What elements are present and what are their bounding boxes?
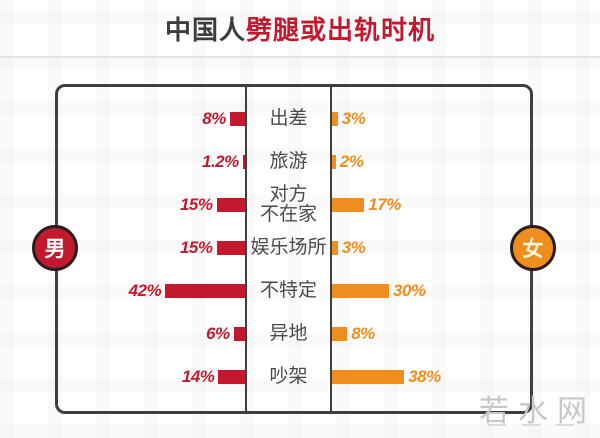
category-label: 旅游 — [269, 150, 308, 172]
female-bar-cell: 8% — [332, 324, 530, 344]
chart-row: 8% 出差 3% — [58, 97, 530, 140]
male-bar — [233, 327, 245, 342]
chart-frame: 8% 出差 3% 1.2% 旅游 2% 15% 对方 不在家 17% 15% 娱乐场所 3% 42% 不特… — [55, 84, 533, 414]
female-bar — [332, 240, 338, 255]
male-bar-cell: 15% — [58, 238, 245, 258]
male-bar-cell: 14% — [58, 367, 245, 387]
male-bar — [242, 154, 245, 169]
female-bar — [332, 154, 336, 169]
male-bar — [216, 240, 245, 255]
female-legend-badge: 女 — [510, 225, 556, 271]
female-bar-cell: 2% — [332, 152, 530, 172]
male-bar — [216, 197, 245, 212]
category-label: 不特定 — [259, 280, 317, 302]
male-value-label: 1.2% — [201, 151, 239, 171]
male-bar-cell: 42% — [58, 281, 245, 301]
category-label: 异地 — [269, 323, 308, 345]
title-divider — [0, 56, 600, 58]
female-bar — [332, 284, 389, 299]
label-column-right-divider — [330, 87, 332, 411]
chart-row: 6% 异地 8% — [58, 313, 530, 356]
male-bar — [165, 284, 245, 299]
female-value-label: 3% — [341, 108, 366, 128]
category-label: 娱乐场所 — [250, 237, 327, 259]
category-label: 出差 — [269, 107, 308, 129]
label-column-left-divider — [245, 87, 247, 411]
male-value-label: 6% — [206, 324, 230, 344]
page-title-prefix: 中国人 — [164, 15, 246, 45]
female-bar-cell: 3% — [332, 109, 530, 129]
female-value-label: 2% — [339, 151, 364, 171]
male-bar-cell: 8% — [58, 109, 245, 129]
male-legend-badge: 男 — [32, 225, 78, 271]
male-value-label: 8% — [202, 108, 226, 128]
female-bar — [332, 370, 405, 385]
female-value-label: 17% — [368, 194, 401, 214]
female-legend-label: 女 — [522, 238, 544, 261]
category-label: 对方 不在家 — [259, 183, 317, 225]
female-bar — [332, 327, 348, 342]
female-value-label: 8% — [351, 324, 375, 344]
page-title-highlight: 劈腿或出轨时机 — [246, 15, 436, 45]
female-bar-cell: 38% — [332, 367, 530, 387]
male-bar-cell: 6% — [58, 324, 245, 344]
page-title: 中国人劈腿或出轨时机 — [0, 10, 600, 47]
female-value-label: 30% — [393, 281, 426, 301]
chart-row: 14% 吵架 38% — [58, 356, 530, 399]
male-bar-cell: 1.2% — [58, 152, 245, 172]
male-bar-cell: 15% — [58, 195, 245, 215]
chart-row: 1.2% 旅游 2% — [58, 140, 530, 183]
male-bar — [229, 111, 245, 126]
watermark-text: 若水网 — [479, 395, 596, 428]
male-value-label: 42% — [128, 281, 162, 301]
female-bar-cell: 3% — [332, 238, 530, 258]
female-bar-cell: 30% — [332, 281, 530, 301]
female-bar — [332, 197, 365, 212]
category-label: 吵架 — [269, 366, 308, 388]
female-value-label: 3% — [341, 237, 366, 257]
female-bar-cell: 17% — [332, 195, 530, 215]
male-value-label: 15% — [179, 194, 213, 214]
male-bar — [218, 370, 245, 385]
chart-row: 42% 不特定 30% — [58, 270, 530, 313]
female-value-label: 38% — [408, 367, 441, 387]
watermark-subtext-marks — [488, 424, 574, 426]
male-value-label: 15% — [179, 237, 213, 257]
male-legend-label: 男 — [44, 238, 66, 261]
chart-row: 15% 娱乐场所 3% — [58, 226, 530, 269]
chart-row: 15% 对方 不在家 17% — [58, 183, 530, 226]
male-value-label: 14% — [181, 367, 215, 387]
chart-rows: 8% 出差 3% 1.2% 旅游 2% 15% 对方 不在家 17% 15% 娱乐场所 3% 42% 不特… — [58, 87, 530, 411]
female-bar — [332, 111, 338, 126]
